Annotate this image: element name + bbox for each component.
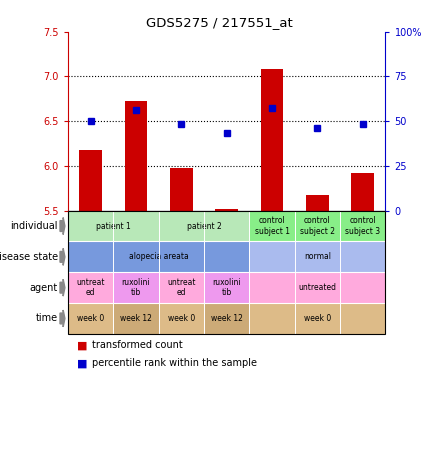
Bar (295, 211, 340, 281)
Bar (124, 101, 147, 211)
Text: GSM1414317: GSM1414317 (313, 216, 322, 276)
Bar (249, 211, 295, 281)
Text: control
subject 1: control subject 1 (254, 217, 290, 236)
Text: disease state: disease state (0, 252, 58, 262)
Bar (79, 150, 102, 211)
Bar (204, 211, 249, 281)
Text: GSM1414314: GSM1414314 (177, 216, 186, 276)
Text: week 12: week 12 (120, 314, 152, 323)
Text: agent: agent (30, 283, 58, 293)
Bar (351, 173, 374, 211)
Text: percentile rank within the sample: percentile rank within the sample (92, 358, 257, 368)
Text: control
subject 3: control subject 3 (345, 217, 380, 236)
Text: week 0: week 0 (304, 314, 331, 323)
Text: patient 2: patient 2 (187, 222, 221, 231)
Bar (340, 211, 385, 281)
Bar (215, 209, 238, 211)
Bar (306, 194, 329, 211)
Text: time: time (35, 313, 58, 323)
Text: GSM1414315: GSM1414315 (222, 216, 231, 276)
Text: patient 1: patient 1 (96, 222, 131, 231)
Text: ruxolini
tib: ruxolini tib (122, 278, 150, 297)
Text: week 0: week 0 (77, 314, 104, 323)
Text: untreat
ed: untreat ed (76, 278, 105, 297)
Text: week 12: week 12 (211, 314, 243, 323)
Text: individual: individual (11, 221, 58, 231)
Text: ■: ■ (77, 358, 87, 368)
Text: week 0: week 0 (168, 314, 195, 323)
Bar (159, 211, 204, 281)
Text: untreated: untreated (298, 283, 336, 292)
Text: GSM1414316: GSM1414316 (268, 216, 276, 276)
Text: alopecia areata: alopecia areata (129, 252, 188, 261)
Text: GSM1414313: GSM1414313 (131, 216, 141, 276)
Text: normal: normal (304, 252, 331, 261)
Text: ruxolini
tib: ruxolini tib (212, 278, 241, 297)
Text: transformed count: transformed count (92, 340, 183, 350)
Bar (261, 69, 283, 211)
Text: GSM1414312: GSM1414312 (86, 216, 95, 276)
Text: untreat
ed: untreat ed (167, 278, 195, 297)
Text: ■: ■ (77, 340, 87, 350)
Bar (170, 168, 193, 211)
Text: control
subject 2: control subject 2 (300, 217, 335, 236)
Bar (68, 211, 113, 281)
Text: GDS5275 / 217551_at: GDS5275 / 217551_at (145, 16, 293, 29)
Text: GSM1414318: GSM1414318 (358, 216, 367, 276)
Bar (113, 211, 159, 281)
